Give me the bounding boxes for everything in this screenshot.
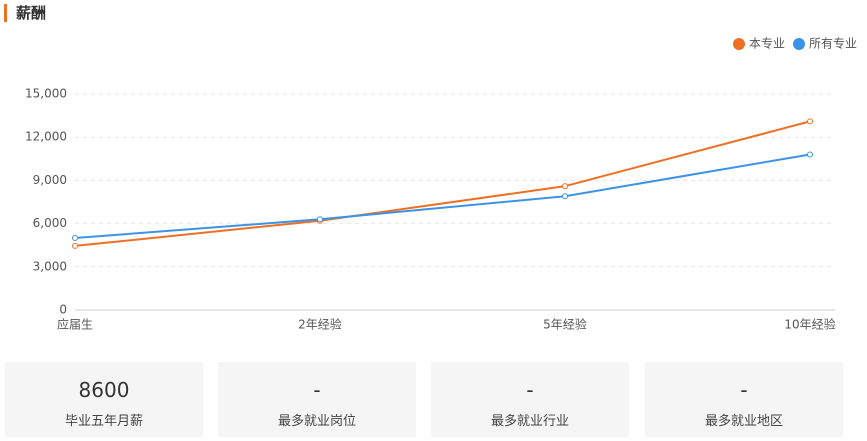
y-tick-label: 6,000 (33, 216, 67, 230)
point (807, 118, 813, 125)
point (562, 193, 568, 200)
series-line (74, 120, 811, 247)
x-tick-label: 应届生 (57, 317, 93, 332)
x-tick-label: 5年经验 (543, 317, 587, 332)
stat-label: 毕业五年月薪 (64, 414, 143, 429)
legend-swatch (792, 38, 805, 50)
stat-value: - (313, 378, 321, 402)
stat-card: - 最多就业行业 (431, 362, 629, 437)
y-tick-label: 3,000 (33, 259, 67, 273)
point (807, 151, 813, 158)
point (317, 216, 323, 223)
legend-label: 所有专业 (809, 36, 857, 51)
y-tick-label: 9,000 (33, 173, 67, 187)
x-tick-label: 2年经验 (298, 317, 342, 332)
point (562, 183, 568, 190)
series-line (74, 153, 811, 239)
stat-value: 8600 (78, 378, 130, 402)
point (72, 242, 78, 249)
y-tick-label: 15,000 (25, 87, 67, 101)
legend-label: 本专业 (749, 36, 785, 51)
stat-label: 最多就业行业 (490, 414, 569, 429)
point (72, 235, 78, 241)
legend-swatch (732, 38, 745, 50)
stat-value: - (526, 378, 534, 402)
section-title: 薪酬 (4, 4, 46, 22)
stat-card: - 最多就业地区 (645, 362, 843, 437)
stat-label: 最多就业岗位 (277, 414, 356, 429)
stat-label: 最多就业地区 (704, 414, 783, 429)
chart: 0 3,000 6,000 9,000 12,000 15,000 应届生 2年经验 5年经验 1… (25, 36, 857, 332)
y-tick-label: 0 (59, 303, 67, 317)
stat-value: - (740, 378, 748, 402)
stat-card: - 最多就业岗位 (218, 362, 416, 437)
y-tick-label: 12,000 (25, 130, 67, 144)
x-tick-label: 10年经验 (784, 317, 835, 332)
stat-card: 8600 毕业五年月薪 (5, 362, 203, 437)
